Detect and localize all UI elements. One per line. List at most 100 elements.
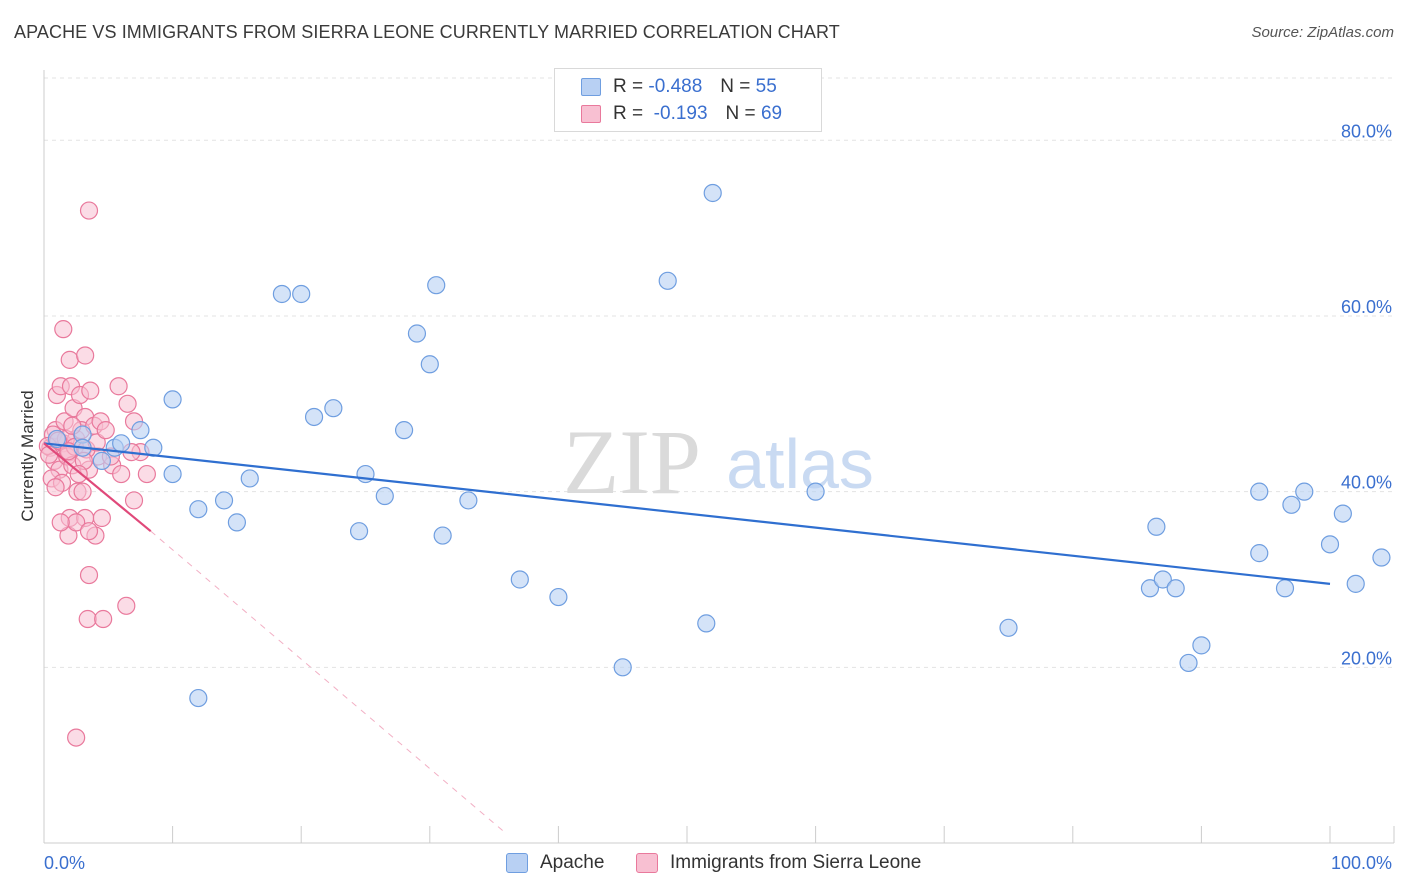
- axes: [43, 70, 1395, 844]
- apache-point-19: [420, 355, 439, 374]
- apache-point-31: [806, 482, 825, 501]
- apache-point-46: [1346, 574, 1365, 593]
- correlation-legend: R = -0.488 N = 55 R = -0.193 N = 69: [554, 68, 822, 132]
- y-tick-label-80: 80.0%: [1341, 121, 1392, 141]
- apache-r-label: R =: [613, 76, 644, 97]
- gridlines: [44, 77, 1394, 668]
- sierra-point-50: [117, 596, 136, 615]
- apache-point-44: [1320, 535, 1340, 554]
- sierra-point-39: [73, 482, 92, 501]
- apache-point-30: [189, 688, 208, 708]
- sierra-point-37: [137, 464, 156, 484]
- sierra-n-label: N =: [725, 103, 756, 124]
- sierra-legend-swatch: [636, 853, 658, 873]
- sierra-point-38: [124, 491, 144, 510]
- sierra-point-68: [51, 513, 70, 532]
- apache-point-50: [112, 434, 131, 453]
- legend-row-sierra: R = -0.193 N = 69: [581, 102, 782, 126]
- legend-item-apache[interactable]: Apache: [506, 852, 604, 874]
- apache-point-13: [324, 399, 343, 418]
- apache-point-25: [613, 658, 632, 677]
- apache-point-14: [349, 522, 369, 541]
- watermark-zip: ZIP: [563, 411, 701, 513]
- source-label: Source: ZipAtlas.com: [1251, 24, 1394, 41]
- apache-legend-swatch: [506, 853, 528, 873]
- apache-point-3: [92, 451, 111, 470]
- sierra-point-23: [54, 320, 73, 339]
- apache-point-35: [1153, 570, 1172, 589]
- apache-point-4: [131, 421, 150, 440]
- watermark-atlas: atlas: [726, 425, 874, 503]
- apache-point-33: [1140, 579, 1160, 598]
- apache-trend-line: [43, 442, 1331, 585]
- sierra-point-46: [79, 522, 99, 541]
- sierra-legend-label: Immigrants from Sierra Leone: [670, 852, 922, 873]
- sierra-point-63: [46, 478, 65, 497]
- sierra-point-24: [60, 350, 79, 369]
- sierra-trend-extension: [150, 530, 508, 835]
- apache-point-27: [697, 614, 716, 633]
- sierra-trend-line: [43, 442, 152, 533]
- series-legend: Apache Immigrants from Sierra Leone: [0, 852, 1406, 878]
- apache-point-28: [703, 183, 722, 203]
- apache-point-7: [214, 491, 234, 510]
- apache-point-20: [427, 276, 446, 295]
- apache-point-22: [459, 491, 478, 510]
- series-apache-points: [47, 183, 1391, 708]
- apache-point-17: [394, 421, 414, 440]
- apache-point-39: [1250, 482, 1269, 501]
- sierra-point-26: [79, 201, 99, 220]
- sierra-point-33: [118, 394, 137, 413]
- x-tick-label-min: 0.0%: [44, 853, 85, 873]
- apache-point-38: [1192, 636, 1211, 655]
- sierra-point-36: [112, 464, 131, 484]
- sierra-point-22: [81, 381, 100, 400]
- sierra-point-48: [78, 609, 97, 629]
- apache-r-value: -0.488: [648, 76, 703, 97]
- apache-point-41: [1275, 579, 1295, 598]
- apache-point-40: [1250, 544, 1269, 563]
- apache-point-10: [272, 284, 292, 304]
- x-tick-label-max: 100.0%: [1331, 853, 1392, 873]
- apache-swatch: [581, 78, 601, 96]
- apache-point-29: [163, 390, 182, 409]
- legend-row-apache: R = -0.488 N = 55: [581, 75, 777, 99]
- sierra-point-65: [96, 421, 115, 440]
- apache-point-42: [1282, 495, 1301, 514]
- apache-point-9: [240, 469, 259, 488]
- apache-point-18: [407, 324, 427, 343]
- apache-point-12: [304, 407, 324, 427]
- y-axis-label: Currently Married: [18, 390, 37, 522]
- sierra-point-25: [76, 346, 95, 365]
- tick-labels: 20.0% 40.0% 60.0% 80.0% 0.0% 100.0%: [44, 121, 1392, 873]
- apache-n-value: 55: [755, 76, 777, 97]
- apache-point-5: [163, 464, 182, 484]
- sierra-swatch: [581, 105, 601, 123]
- sierra-point-51: [67, 728, 86, 747]
- apache-point-45: [1333, 504, 1352, 523]
- apache-point-8: [227, 513, 246, 532]
- apache-point-43: [1295, 482, 1314, 501]
- apache-point-11: [292, 284, 311, 304]
- watermark: ZIP atlas: [563, 411, 874, 513]
- apache-point-23: [510, 570, 529, 589]
- legend-item-sierra[interactable]: Immigrants from Sierra Leone: [636, 852, 921, 874]
- apache-point-36: [1166, 579, 1185, 598]
- apache-point-26: [658, 271, 677, 290]
- apache-point-21: [433, 526, 452, 545]
- sierra-r-value: -0.193: [653, 103, 708, 124]
- apache-point-37: [1179, 653, 1198, 673]
- chart-title: APACHE VS IMMIGRANTS FROM SIERRA LEONE C…: [14, 22, 840, 42]
- sierra-point-47: [79, 565, 99, 585]
- y-tick-label-20: 20.0%: [1341, 648, 1392, 668]
- apache-point-32: [999, 618, 1018, 637]
- apache-point-34: [1147, 517, 1166, 536]
- apache-point-16: [375, 486, 394, 506]
- sierra-point-49: [94, 609, 113, 629]
- y-tick-label-60: 60.0%: [1341, 297, 1392, 317]
- sierra-r-label: R =: [613, 103, 644, 124]
- apache-n-label: N =: [720, 76, 751, 97]
- apache-legend-label: Apache: [540, 852, 605, 873]
- trend-lines: [43, 442, 1331, 835]
